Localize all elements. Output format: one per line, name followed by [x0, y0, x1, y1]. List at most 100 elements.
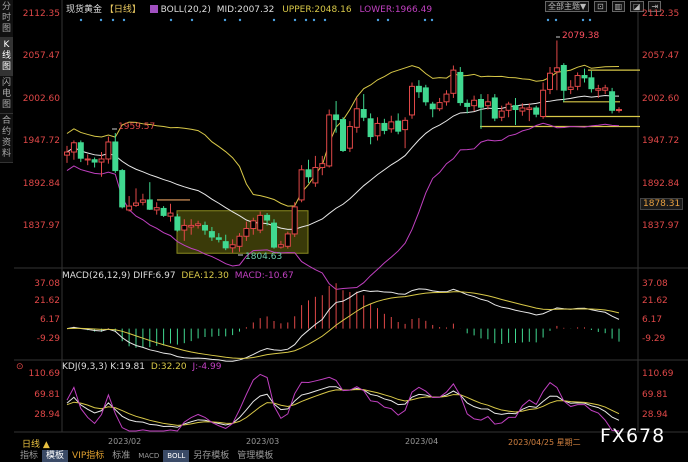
candle-body: [388, 121, 395, 130]
candle-body: [519, 107, 526, 112]
candle-body: [167, 212, 174, 217]
event-marker: [323, 18, 327, 22]
kdj-tick-left: 69.81: [34, 390, 60, 400]
kdj-header: KDJ(9,3,3) K:19.81 D:32.20 J:-4.99: [62, 362, 221, 372]
kdj-tick-right: 28.94: [642, 410, 668, 420]
candle-body: [395, 120, 402, 132]
candle-body: [208, 231, 215, 238]
toolbar-manage-templates[interactable]: 管理模板: [237, 451, 274, 461]
period-switch[interactable]: 日线 ▲: [22, 440, 50, 450]
y-tick-left: 1892.84: [22, 179, 60, 189]
candle-body: [133, 202, 139, 206]
date-label: 2023/03: [246, 437, 280, 446]
candle-body: [526, 107, 533, 111]
restore-icon[interactable]: ⊡: [594, 1, 607, 12]
candle-body: [409, 85, 415, 116]
y-tick-left: 2057.47: [22, 51, 60, 61]
kdj-tick-right: 110.69: [642, 369, 674, 379]
candle-body: [471, 99, 478, 107]
date-label: 2023/04: [405, 437, 439, 446]
macd-label: MACD(26,12,9): [62, 271, 131, 281]
event-marker: [111, 18, 115, 22]
candle-body: [402, 119, 409, 131]
indicator-settings-icon[interactable]: [149, 5, 158, 13]
candle-body: [374, 122, 381, 137]
toolbar-macd[interactable]: MACD: [138, 452, 160, 460]
candle-body: [105, 141, 112, 160]
macd-tick-right: 6.17: [642, 315, 663, 325]
y-tick-left: 2002.60: [22, 94, 60, 104]
kdj-settings-icon[interactable]: ⊙: [16, 362, 24, 372]
toolbar-save-template[interactable]: 另存模板: [193, 451, 230, 461]
candle-body: [609, 91, 616, 111]
candle-body: [360, 109, 367, 118]
candle-body: [602, 87, 609, 91]
exit-icon[interactable]: ⇥: [648, 1, 662, 12]
macd-tick-right: -9.29: [642, 334, 666, 344]
candle-body: [243, 228, 250, 237]
candle-body: [257, 214, 264, 231]
event-marker: [430, 18, 434, 22]
boll-lower-line: [66, 122, 620, 290]
candle-body: [77, 142, 84, 159]
macd-diff-line: [66, 288, 620, 362]
candle-body: [340, 119, 346, 151]
event-marker: [223, 18, 227, 22]
event-marker: [312, 18, 316, 22]
sidebar-item-contract-info[interactable]: 合约资料: [0, 114, 13, 163]
local-high-annotation: 1959.57: [118, 122, 156, 132]
sidebar: 分时图 K线图 闪电图 合约资料: [0, 0, 13, 163]
event-marker: [304, 18, 308, 22]
macd-tick-left: 21.62: [34, 296, 60, 306]
y-tick-left: 1947.72: [22, 136, 60, 146]
event-marker: [376, 18, 380, 22]
toolbar-vip-indicators[interactable]: VIP指标: [72, 451, 105, 461]
candle-body: [319, 163, 326, 168]
sidebar-item-timeshare[interactable]: 分时图: [0, 0, 13, 38]
toolbar-standard[interactable]: 标准: [112, 451, 131, 461]
low-annotation: 1804.63: [245, 252, 283, 262]
theme-select[interactable]: 全部主题▼: [545, 1, 590, 12]
candle-body: [595, 88, 602, 91]
macd-value: MACD:-10.67: [234, 271, 294, 281]
boll-mid: MID:2007.32: [216, 5, 275, 15]
candle-body: [533, 107, 540, 115]
date-label: 2023/02: [108, 437, 142, 446]
toolbar-indicators[interactable]: 指标: [20, 451, 39, 461]
macd-tick-left: -9.29: [36, 334, 60, 344]
toolbar-boll[interactable]: BOLL: [163, 450, 190, 462]
y-tick-right: 2002.60: [642, 94, 680, 104]
macd-tick-right: 37.08: [642, 279, 668, 289]
event-marker: [122, 18, 126, 22]
layout-icon[interactable]: ▥: [611, 1, 626, 12]
candle-body: [188, 224, 195, 228]
candle-body: [450, 69, 457, 94]
sidebar-item-kline[interactable]: K线图: [0, 38, 13, 76]
period-label: 【日线】: [104, 5, 141, 15]
kdj-d: D:32.20: [150, 362, 187, 372]
candle-body: [126, 205, 133, 211]
bottom-toolbar: 指标 模板 VIP指标 标准 MACD BOLL 另存模板 管理模板: [16, 450, 277, 462]
kdj-label: KDJ(9,3,3): [62, 362, 108, 372]
boll-label: BOLL(20,2): [160, 5, 211, 15]
event-marker: [99, 18, 103, 22]
boll-lower: LOWER:1966.49: [359, 5, 433, 15]
top-right-controls: 全部主题▼ ⊡ ▥ ◪ ⇥: [543, 1, 662, 12]
kdj-j: J:-4.99: [192, 362, 222, 372]
macd-tick-right: 21.62: [642, 296, 668, 306]
kdj-tick-right: 69.81: [642, 390, 668, 400]
candle-body: [560, 64, 567, 91]
sidebar-item-flash[interactable]: 闪电图: [0, 76, 13, 114]
candle-body: [215, 237, 222, 240]
candle-body: [298, 169, 305, 201]
candle-body: [222, 241, 229, 249]
macd-dea: DEA:12.30: [181, 271, 229, 281]
cursor-price-label: 1878.31: [640, 198, 684, 210]
y-tick-right: 2112.35: [642, 9, 680, 19]
y-tick-right: 1837.97: [642, 221, 680, 231]
macd-tick-left: 37.08: [34, 279, 60, 289]
event-marker: [588, 18, 592, 22]
toolbar-templates[interactable]: 模板: [42, 450, 69, 462]
candle-body: [153, 207, 160, 211]
